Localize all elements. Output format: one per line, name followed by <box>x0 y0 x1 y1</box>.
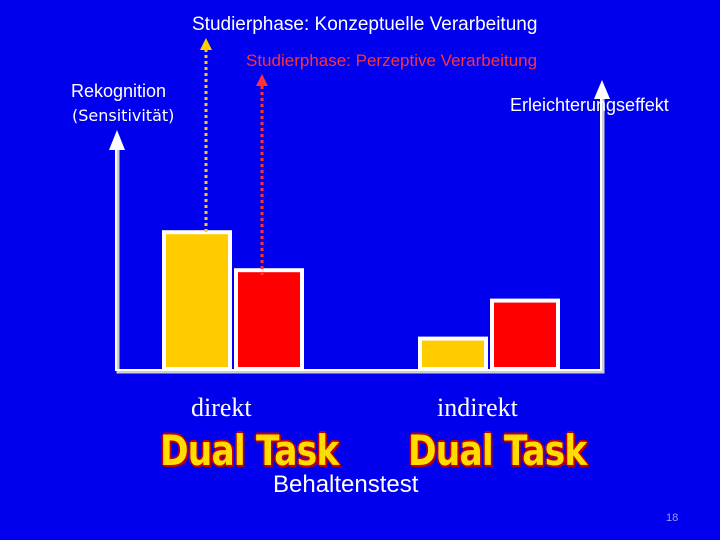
bar-perceptual-indirect <box>490 298 560 372</box>
bar-perceptual-direct <box>234 268 304 372</box>
dual-task-label-direct: Dual Task <box>160 426 339 475</box>
perceptual-phase-label: Studierphase: Perzeptive Verarbeitung <box>246 51 538 70</box>
axis-line-highlight <box>115 96 602 371</box>
category-indirect: indirekt <box>437 393 518 422</box>
conceptual-arrow-icon <box>200 38 212 50</box>
bar-conceptual-indirect <box>418 336 488 372</box>
left-axis-sublabel: (Sensitivität) <box>72 106 175 125</box>
retention-test-label: Behaltenstest <box>273 471 419 498</box>
right-axis-label: Erleichterungseffekt <box>510 95 669 115</box>
left-axis-arrow-icon <box>109 130 125 150</box>
bar-conceptual-direct <box>162 230 232 371</box>
perceptual-arrow-icon <box>256 74 268 86</box>
dual-task-label-indirect: Dual Task <box>408 426 587 475</box>
category-direct: direkt <box>191 393 252 422</box>
axis-line <box>116 96 605 374</box>
axis-frame <box>115 96 605 374</box>
conceptual-phase-label: Studierphase: Konzeptuelle Verarbeitung <box>192 14 538 35</box>
left-axis-label: Rekognition <box>71 81 167 101</box>
right-axis-arrow-icon <box>594 80 610 99</box>
page-number: 18 <box>666 512 679 524</box>
